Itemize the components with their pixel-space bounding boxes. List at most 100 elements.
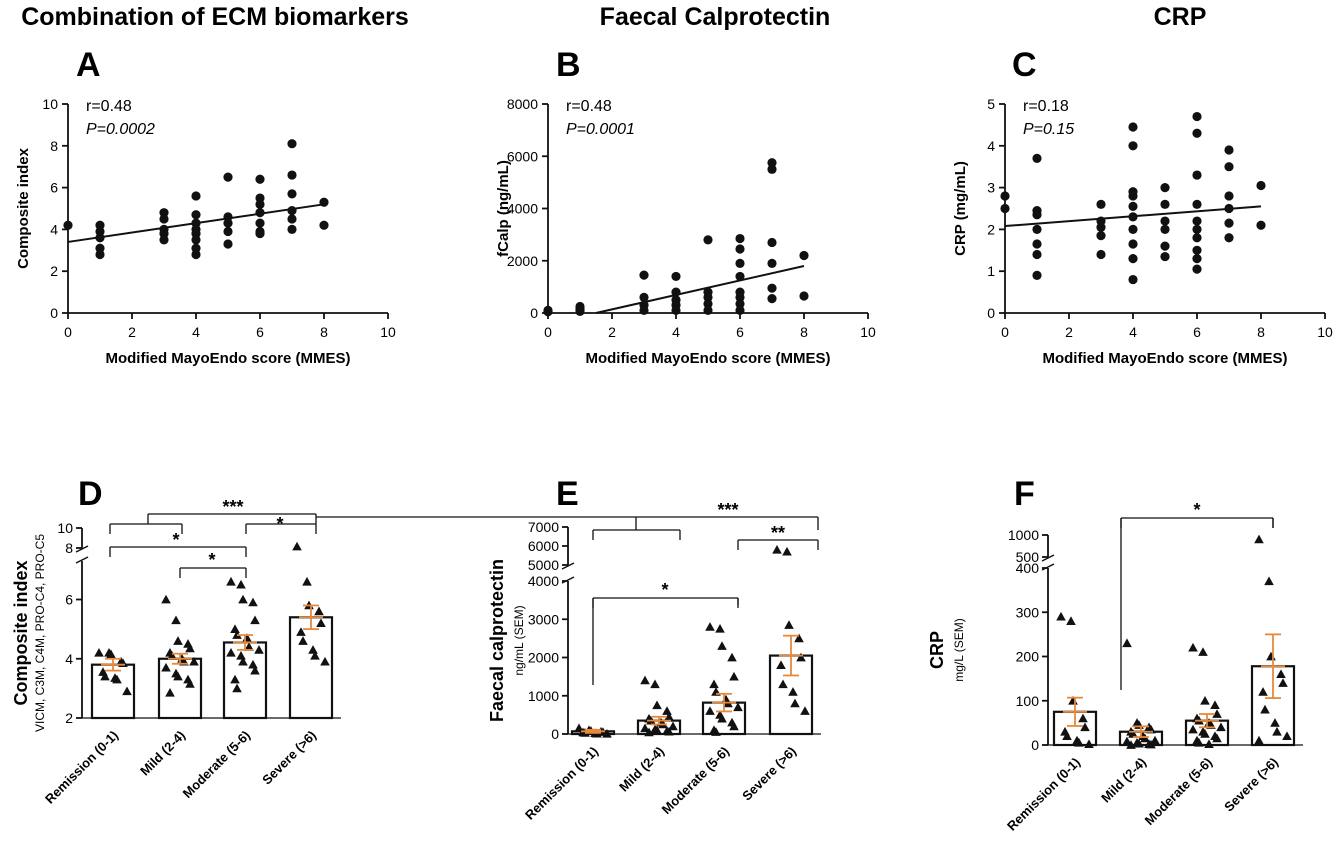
data-point-f — [1188, 642, 1198, 652]
data-point-c — [1128, 212, 1138, 222]
data-point-c — [1032, 270, 1042, 280]
data-point-c — [1256, 220, 1266, 230]
data-point-f — [1128, 729, 1138, 738]
data-point-c — [1096, 249, 1106, 260]
x-tick-label-b: 8 — [800, 324, 808, 340]
data-point-c — [1128, 274, 1138, 285]
y-tick-label-d: 8 — [65, 540, 73, 556]
category-label-d: Severe (>6) — [259, 728, 319, 788]
data-point-b — [735, 258, 745, 268]
data-point-d — [238, 656, 248, 666]
data-point-a — [287, 214, 297, 224]
data-point-d — [248, 659, 258, 669]
data-point-c — [1224, 145, 1234, 155]
data-point-f — [1198, 647, 1208, 656]
y-tick-label-c: 1 — [987, 263, 995, 279]
data-point-c — [1160, 199, 1170, 209]
data-point-e — [727, 652, 737, 662]
data-point-f — [1272, 726, 1282, 736]
category-label-d: Moderate (5-6) — [180, 728, 253, 801]
y-axis-label-f: CRP — [927, 631, 947, 669]
data-point-b — [639, 292, 649, 302]
y-tick-label-f: 1000 — [1008, 527, 1039, 543]
data-point-d — [189, 656, 199, 666]
panel-letter-f: F — [1014, 475, 1035, 513]
data-point-d — [94, 648, 104, 657]
data-point-a — [223, 226, 233, 237]
p-value-a: P=0.0002 — [86, 121, 155, 138]
data-point-d — [185, 643, 195, 653]
data-point-d — [310, 650, 320, 660]
data-point-a — [191, 249, 201, 260]
data-point-d — [122, 686, 132, 696]
x-axis-label-b: Modified MayoEndo score (MMES) — [585, 350, 830, 367]
p-value-c: P=0.15 — [1023, 121, 1074, 138]
y-axis-sublabel-d: VICM, C3M, C4M, PRO-C4, PRO-C5 — [33, 534, 47, 732]
data-point-e — [800, 706, 810, 715]
data-point-c — [1128, 141, 1138, 151]
data-point-d — [226, 576, 236, 586]
data-point-c — [1032, 224, 1042, 234]
data-point-d — [316, 618, 326, 628]
data-point-c — [1128, 224, 1138, 234]
panel-title-a: Combination of ECM biomarkers — [21, 3, 409, 31]
significance-label-e: * — [661, 580, 668, 600]
data-point-c — [1192, 233, 1202, 243]
data-point-e — [705, 706, 715, 715]
data-point-a — [95, 249, 105, 260]
x-tick-label-c: 2 — [1065, 324, 1073, 340]
category-label-d: Remission (0-1) — [42, 728, 121, 807]
axis-break-d — [75, 545, 89, 553]
y-tick-label-d: 6 — [65, 592, 73, 608]
data-point-e — [772, 545, 782, 554]
data-point-e — [662, 706, 672, 715]
data-point-d — [254, 645, 264, 654]
data-point-f — [1134, 738, 1144, 748]
y-axis-label-e: Faecal calprotectin — [487, 559, 507, 722]
data-point-d — [161, 662, 171, 672]
data-point-c — [1224, 162, 1234, 172]
data-point-f — [1216, 722, 1226, 732]
data-point-f — [1150, 735, 1160, 745]
x-tick-label-a: 4 — [192, 324, 200, 340]
y-tick-label-d: 4 — [65, 651, 73, 667]
data-point-a — [191, 210, 201, 220]
data-point-f — [1122, 638, 1132, 648]
data-point-e — [717, 641, 727, 650]
category-label-e: Moderate (5-6) — [659, 744, 732, 817]
data-point-e — [644, 727, 654, 737]
significance-label-d: * — [208, 550, 215, 570]
data-point-d — [165, 688, 175, 697]
data-point-b — [703, 235, 713, 245]
data-point-a — [255, 199, 265, 209]
x-tick-label-a: 0 — [64, 324, 72, 340]
data-point-f — [1212, 709, 1222, 718]
panel-title-b: Faecal Calprotectin — [600, 3, 831, 31]
data-point-e — [709, 679, 719, 689]
data-point-c — [1160, 241, 1170, 251]
data-point-c — [1032, 249, 1042, 260]
data-point-c — [1192, 245, 1202, 255]
data-point-d — [230, 674, 240, 684]
data-point-b — [767, 294, 777, 304]
data-point-d — [171, 615, 181, 625]
data-point-c — [1096, 222, 1106, 232]
r-value-b: r=0.48 — [566, 98, 612, 115]
data-point-e — [776, 660, 786, 669]
data-point-d — [232, 683, 242, 693]
data-point-f — [1260, 704, 1270, 714]
data-point-f — [1078, 713, 1088, 723]
y-tick-label-e: 3000 — [528, 611, 559, 627]
data-point-e — [705, 622, 715, 631]
category-label-d: Mild (2-4) — [137, 728, 188, 779]
y-tick-label-d: 2 — [65, 710, 73, 726]
x-tick-label-a: 2 — [128, 324, 136, 340]
data-point-b — [703, 299, 713, 309]
x-tick-label-c: 10 — [1317, 324, 1333, 340]
data-point-d — [173, 671, 183, 681]
data-point-f — [1056, 611, 1066, 621]
data-point-e — [574, 723, 584, 733]
data-point-c — [1128, 201, 1138, 212]
y-axis-label-a: Composite index — [15, 147, 32, 269]
